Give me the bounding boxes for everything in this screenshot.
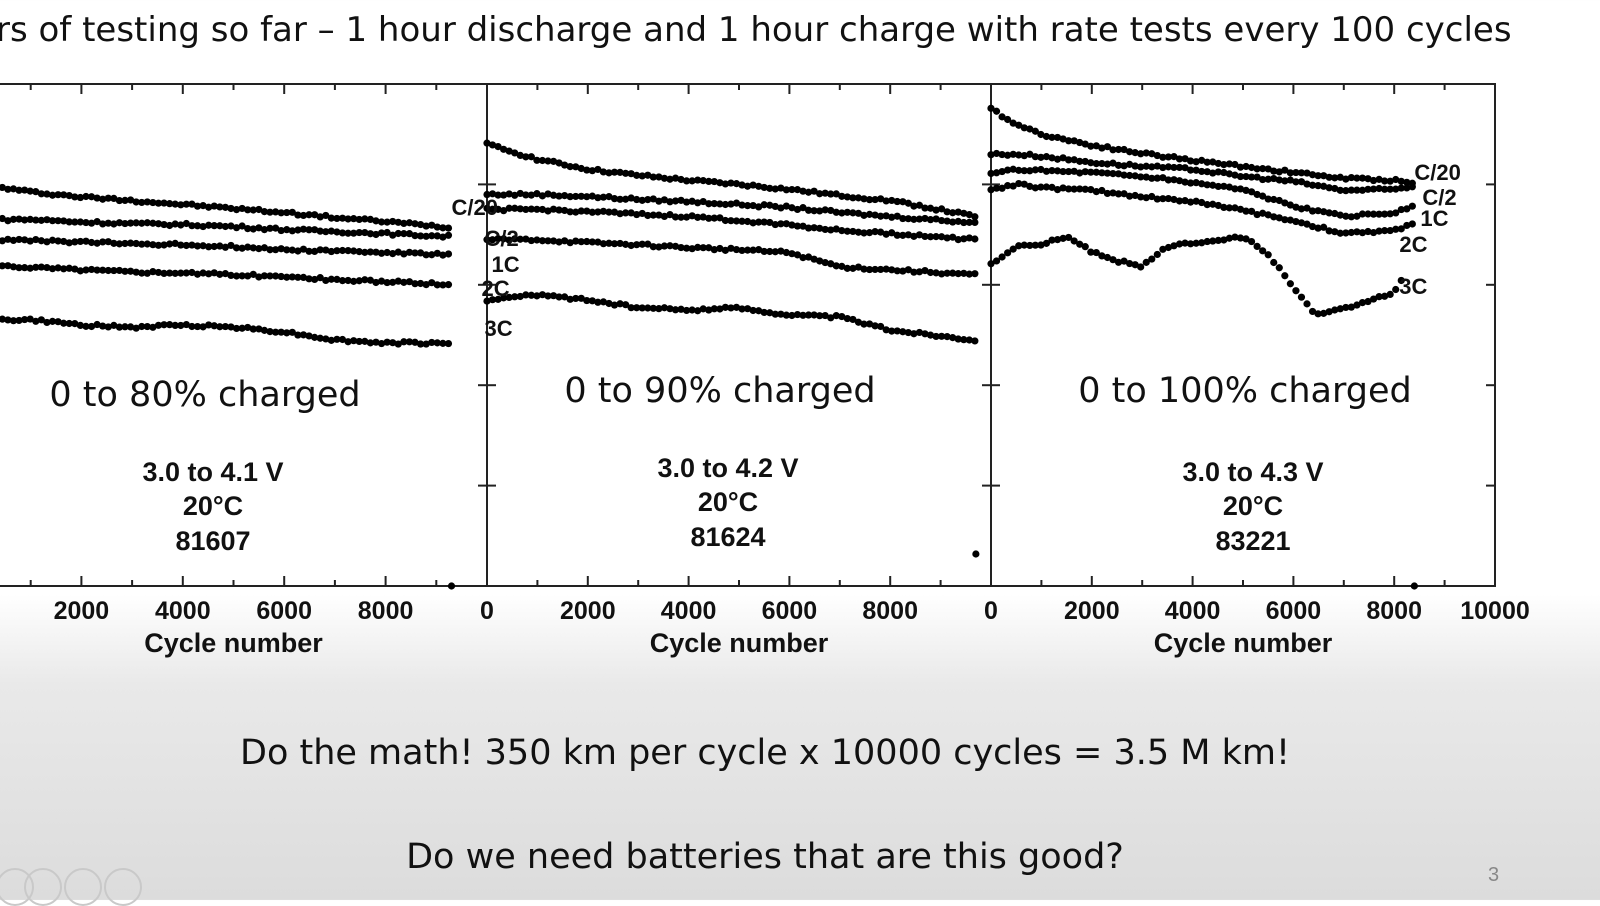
data-point: [1137, 263, 1144, 270]
x-tick-label: 0: [480, 597, 494, 625]
x-tick-label: 8000: [862, 597, 918, 625]
data-point: [448, 582, 455, 589]
data-point: [445, 224, 452, 231]
data-point: [1248, 238, 1255, 245]
series-label: C/20: [452, 195, 498, 220]
page-number: 3: [1488, 864, 1499, 887]
cycle-life-chart: 2000 4000 6000 8000 Cycle number 0 to 80% cha…: [0, 0, 1600, 700]
data-point: [1298, 294, 1305, 301]
x-tick-label: 2000: [560, 597, 616, 625]
panel-subtitle-line: 83221: [1215, 526, 1290, 556]
series-label: 2C: [1399, 232, 1427, 257]
data-point: [1409, 220, 1416, 227]
data-point: [445, 340, 452, 347]
data-point: [971, 337, 978, 344]
series-label: 1C: [1420, 206, 1448, 231]
panel-title: 0 to 100% charged: [1078, 371, 1411, 411]
data-point: [972, 550, 979, 557]
panel-subtitle-line: 20°C: [183, 491, 243, 521]
data-point: [1148, 255, 1155, 262]
slides-icon[interactable]: [64, 868, 102, 906]
data-point: [1387, 291, 1394, 298]
data-point: [445, 281, 452, 288]
x-axis-title: Cycle number: [1154, 628, 1333, 658]
x-tick-label: 0: [984, 597, 998, 625]
series-label: C/20: [1414, 160, 1460, 185]
question-statement: Do we need batteries that are this good?: [0, 837, 1530, 877]
x-tick-label: 6000: [762, 597, 818, 625]
series-label: C/2: [485, 226, 519, 251]
x-axis-title: Cycle number: [144, 628, 323, 658]
panel-title: 0 to 90% charged: [564, 371, 875, 411]
x-tick-label: 6000: [256, 597, 312, 625]
data-point: [971, 219, 978, 226]
data-point: [1265, 251, 1272, 258]
x-tick-label: 2000: [54, 597, 110, 625]
data-point: [1392, 286, 1399, 293]
panel-frame: [0, 84, 487, 586]
panel-subtitle-line: 81607: [175, 526, 250, 556]
series-label: 3C: [485, 316, 513, 341]
panel-subtitle-line: 81624: [690, 522, 765, 552]
data-point: [1281, 272, 1288, 279]
x-tick-label: 4000: [661, 597, 717, 625]
math-statement: Do the math! 350 km per cycle x 10000 cy…: [0, 733, 1530, 773]
panel-subtitle-line: 20°C: [698, 487, 758, 517]
data-point: [1270, 259, 1277, 266]
data-point: [971, 270, 978, 277]
more-options-icon[interactable]: [104, 868, 142, 906]
data-point: [445, 250, 452, 257]
data-point: [445, 232, 452, 239]
panel-subtitle-line: 3.0 to 4.2 V: [657, 453, 798, 483]
data-point: [971, 235, 978, 242]
x-tick-label: 8000: [358, 597, 414, 625]
x-tick-label: 4000: [155, 597, 211, 625]
panel-title: 0 to 80% charged: [49, 375, 360, 415]
panel-subtitle-line: 3.0 to 4.1 V: [142, 457, 283, 487]
data-point: [1411, 582, 1418, 589]
x-axis-title: Cycle number: [650, 628, 829, 658]
data-point: [1082, 243, 1089, 250]
data-point: [1409, 203, 1416, 210]
panel-subtitle-line: 20°C: [1223, 491, 1283, 521]
panel-subtitle-line: 3.0 to 4.3 V: [1182, 457, 1323, 487]
data-point: [1276, 264, 1283, 271]
series-label: 3C: [1399, 274, 1427, 299]
x-tick-label: 2000: [1064, 597, 1120, 625]
x-tick-label: 10000: [1460, 597, 1530, 625]
x-tick-label: 8000: [1366, 597, 1422, 625]
data-point: [1292, 287, 1299, 294]
pen-icon[interactable]: [24, 868, 62, 906]
series-label: 1C: [492, 252, 520, 277]
data-point: [1154, 251, 1161, 258]
x-tick-label: 4000: [1165, 597, 1221, 625]
series-label: 2C: [482, 276, 510, 301]
data-point: [1287, 280, 1294, 287]
data-point: [993, 108, 1000, 115]
data-point: [1303, 300, 1310, 307]
x-tick-label: 6000: [1266, 597, 1322, 625]
